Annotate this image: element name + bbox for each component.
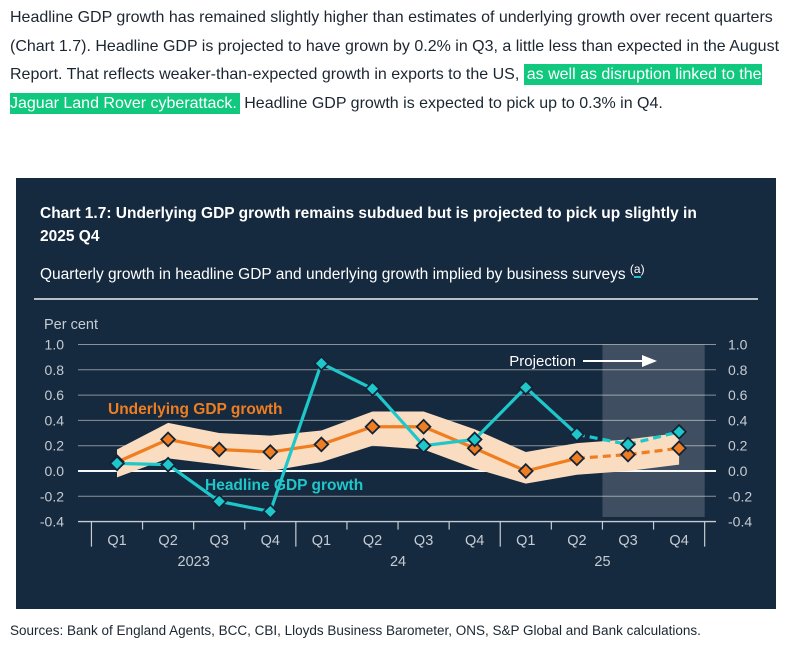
underlying-line-projection <box>576 446 680 460</box>
y-axis-label-right: -0.2 <box>728 488 752 504</box>
headline-marker <box>517 379 534 396</box>
y-axis-label-right: -0.4 <box>728 514 752 530</box>
headline-marker <box>671 423 688 440</box>
chart-subtitle-text: Quarterly growth in headline GDP and und… <box>40 266 626 284</box>
paragraph-text: Headline GDP growth is expected to pick … <box>239 94 663 112</box>
headline-marker <box>466 431 483 448</box>
underlying-marker <box>313 436 330 453</box>
year-label: 24 <box>390 554 406 570</box>
underlying-band <box>117 411 680 484</box>
y-axis-label-right: 0.0 <box>728 463 748 479</box>
quarter-label: Q3 <box>414 533 433 549</box>
headline-marker <box>262 503 279 520</box>
year-label: 2023 <box>178 554 210 570</box>
underlying-marker <box>671 440 688 457</box>
headline-marker <box>108 455 126 472</box>
y-axis-label-left: 0.4 <box>45 412 65 428</box>
quarter-label: Q2 <box>363 533 382 549</box>
quarter-label: Q2 <box>567 533 586 549</box>
quarter-label: Q2 <box>158 533 177 549</box>
y-axis-label-right: 0.2 <box>728 438 748 454</box>
headline-series-label: Headline GDP growth <box>205 477 363 494</box>
y-axis-label-left: 0.0 <box>45 463 65 479</box>
y-axis-label-left: 0.2 <box>45 438 65 454</box>
quarter-label: Q1 <box>107 533 126 549</box>
footnote-link[interactable]: (a) <box>629 262 645 278</box>
quarter-label: Q4 <box>261 533 280 549</box>
projection-label: Projection <box>509 353 576 370</box>
y-axis-label-left: 1.0 <box>45 337 65 353</box>
y-axis-label-right: 0.8 <box>728 362 748 378</box>
chart-panel: Chart 1.7: Underlying GDP growth remains… <box>16 178 776 609</box>
headline-marker <box>211 493 228 510</box>
underlying-line <box>116 425 578 473</box>
y-axis-label-left: 0.8 <box>45 362 65 378</box>
y-axis-label-left: 0.6 <box>45 387 65 403</box>
underlying-marker <box>517 462 534 480</box>
y-axis-unit-label: Per cent <box>44 317 98 333</box>
headline-line <box>116 361 578 514</box>
quarter-label: Q3 <box>618 533 637 549</box>
quarter-label: Q3 <box>210 533 229 549</box>
body-paragraph: Headline GDP growth has remained slightl… <box>10 4 784 118</box>
quarter-label: Q4 <box>465 533 484 549</box>
y-axis-label-right: 0.4 <box>728 412 748 428</box>
headline-marker <box>160 456 177 473</box>
underlying-marker <box>262 443 279 461</box>
y-axis-label-left: -0.4 <box>40 514 64 530</box>
quarter-label: Q1 <box>516 533 535 549</box>
y-axis-label-right: 0.6 <box>728 387 748 403</box>
underlying-marker <box>364 418 381 435</box>
chart-subtitle: Quarterly growth in headline GDP and und… <box>40 259 752 285</box>
paragraph-text: Headline GDP growth has remained slightl… <box>10 9 780 83</box>
projection-arrow-head <box>642 355 657 367</box>
y-axis-label-right: 1.0 <box>728 337 748 353</box>
headline-marker <box>619 436 637 453</box>
quarter-label: Q1 <box>312 533 331 549</box>
headline-marker <box>364 380 381 397</box>
underlying-marker <box>211 441 228 458</box>
sources-text: Sources: Bank of England Agents, BCC, CB… <box>10 623 701 638</box>
chart-canvas: Projection Underlying GDP growth Headline … <box>40 317 752 570</box>
y-axis-label-left: -0.2 <box>40 488 64 504</box>
header-divider <box>34 298 758 300</box>
underlying-series-label: Underlying GDP growth <box>108 401 283 418</box>
footnote-letter: a <box>633 262 641 278</box>
headline-marker <box>313 355 330 372</box>
quarter-label: Q4 <box>669 533 688 549</box>
underlying-marker <box>415 418 432 435</box>
year-label: 25 <box>594 554 610 570</box>
underlying-marker <box>619 446 637 463</box>
underlying-marker <box>466 440 483 457</box>
headline-marker <box>568 426 585 443</box>
underlying-marker <box>568 450 585 467</box>
chart-title: Chart 1.7: Underlying GDP growth remains… <box>40 205 697 245</box>
headline-marker <box>415 437 432 454</box>
underlying-marker <box>160 431 177 448</box>
projection-region <box>602 344 705 517</box>
